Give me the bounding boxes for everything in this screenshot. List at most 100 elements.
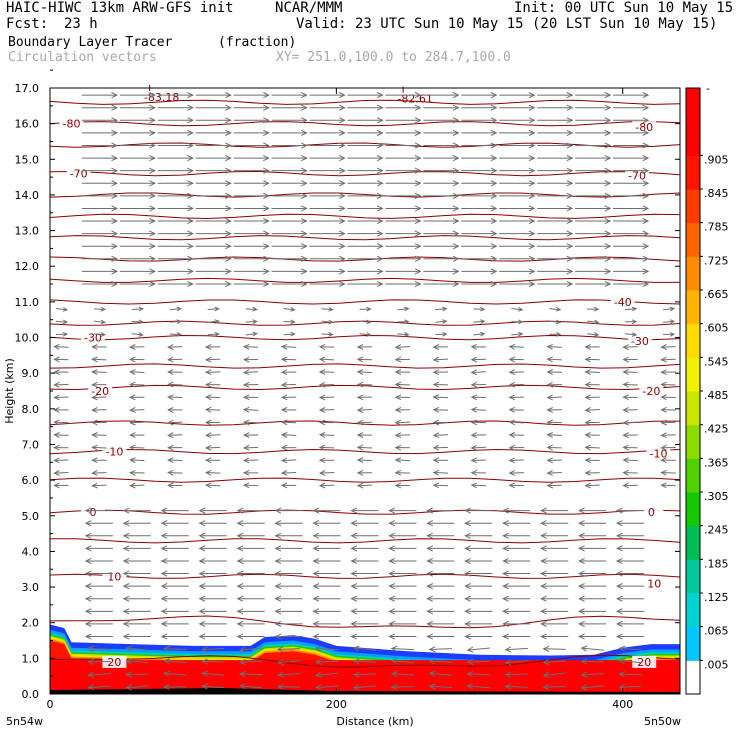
vector-arrowhead — [452, 243, 460, 250]
vector-arrowhead — [312, 545, 320, 552]
vector-arrowhead — [318, 394, 326, 401]
vector-arrowhead — [187, 92, 194, 99]
vector-arrowhead — [546, 369, 554, 376]
vector-arrow — [467, 647, 490, 651]
vector-arrowhead — [125, 684, 132, 691]
vector-arrowhead — [584, 369, 591, 375]
vector-arrowhead — [578, 583, 585, 590]
vector-arrowhead — [584, 469, 591, 476]
contour-line — [49, 320, 681, 326]
vector-arrowhead — [87, 645, 95, 652]
vector-arrowhead — [138, 332, 144, 337]
vector-arrow — [315, 648, 339, 651]
vector-arrowhead — [366, 319, 372, 325]
plot-title: HAIC-HIWC 13km ARW-GFS init — [6, 0, 234, 16]
vector-arrowhead — [452, 280, 460, 288]
vector-arrowhead — [432, 344, 440, 350]
vector-arrowhead — [631, 319, 638, 325]
vector-arrowhead — [480, 331, 486, 337]
vector-arrowhead — [464, 595, 471, 602]
vector-arrowhead — [274, 532, 282, 539]
vector-arrow — [168, 346, 183, 348]
vector-arrowhead — [312, 507, 320, 514]
vector-arrowhead — [615, 583, 623, 590]
vector-arrow — [168, 434, 183, 436]
vector-arrowhead — [350, 620, 358, 627]
contour-label: -20 — [642, 385, 660, 398]
vector-arrowhead — [604, 104, 612, 111]
vector-arrowhead — [318, 407, 326, 413]
vector-arrowhead — [263, 243, 270, 250]
vector-arrowhead — [328, 306, 334, 312]
contour-label: -10 — [105, 446, 123, 459]
vector-arrowhead — [129, 356, 136, 363]
vector-arrow — [168, 472, 183, 474]
vector-arrowhead — [238, 683, 246, 690]
colorbar-top-label: - — [706, 82, 710, 95]
vector-arrowhead — [580, 684, 588, 691]
vector-arrow — [281, 434, 297, 436]
vector-arrowhead — [100, 319, 107, 325]
vector-arrow — [130, 446, 145, 449]
contour-label: -30 — [631, 335, 649, 348]
vector-arrowhead — [338, 142, 346, 149]
contour-line — [49, 384, 681, 391]
vector-arrow — [467, 685, 490, 689]
vector-arrowhead — [198, 595, 206, 602]
vector-arrow — [164, 648, 187, 650]
vector-arrowhead — [470, 432, 478, 439]
vector-arrowhead — [300, 129, 308, 136]
y-tick-label: 3.0 — [22, 581, 40, 594]
terrain — [50, 688, 680, 694]
vector-arrowhead — [470, 469, 478, 476]
contour-label-bg — [102, 655, 127, 668]
vector-arrowhead — [528, 92, 536, 99]
vector-arrowhead — [414, 142, 422, 149]
vector-arrowhead — [318, 432, 326, 438]
vector-arrowhead — [566, 280, 574, 288]
vector-arrowhead — [615, 545, 623, 552]
vector-arrowhead — [160, 570, 168, 577]
colorbar-segment — [686, 660, 700, 695]
vector-arrow — [587, 320, 599, 323]
vector-arrowhead — [129, 444, 136, 451]
vector-arrowhead — [426, 507, 434, 514]
vector-arrowhead — [464, 608, 471, 615]
vector-arrowhead — [414, 255, 422, 262]
vector-arrowhead — [528, 217, 536, 225]
colorbar-label: .365 — [704, 456, 729, 469]
vector-arrowhead — [452, 129, 460, 136]
vector-arrowhead — [490, 129, 498, 136]
vector-arrow — [315, 672, 339, 676]
vector-arrow — [395, 346, 411, 348]
contour-label-bg — [80, 506, 105, 519]
vector-arrowhead — [176, 306, 182, 312]
vector-arrowhead — [622, 457, 629, 464]
vector-arrowhead — [198, 557, 206, 565]
vector-arrowhead — [338, 217, 346, 225]
vector-arrowhead — [274, 570, 282, 577]
vector-arrowhead — [280, 470, 288, 476]
vector-arrow — [585, 371, 600, 373]
vector-arrowhead — [149, 217, 156, 225]
vector-arrowhead — [432, 482, 440, 489]
vector-arrowhead — [214, 331, 220, 337]
vector-arrowhead — [566, 268, 574, 275]
vector-arrow — [547, 358, 562, 361]
y-axis-label: Height (km) — [3, 358, 16, 424]
vector-arrowhead — [242, 406, 250, 413]
vector-arrowhead — [274, 583, 282, 590]
vector-arrowhead — [356, 482, 364, 489]
vector-arrowhead — [642, 117, 650, 124]
vector-arrowhead — [225, 268, 232, 275]
vector-arrowhead — [198, 570, 206, 577]
vector-arrowhead — [204, 469, 212, 476]
colorbar: .005 .065 .125 .185 .245 .305 .365 .425 .485 .545… — [685, 82, 729, 695]
vector-arrowhead — [414, 217, 422, 225]
vector-arrowhead — [53, 432, 60, 438]
vector-arrowhead — [508, 343, 516, 350]
vector-arrowhead — [542, 684, 550, 691]
vector-arrow — [391, 685, 415, 688]
vector-arrow — [168, 421, 183, 424]
vector-arrowhead — [163, 645, 170, 653]
